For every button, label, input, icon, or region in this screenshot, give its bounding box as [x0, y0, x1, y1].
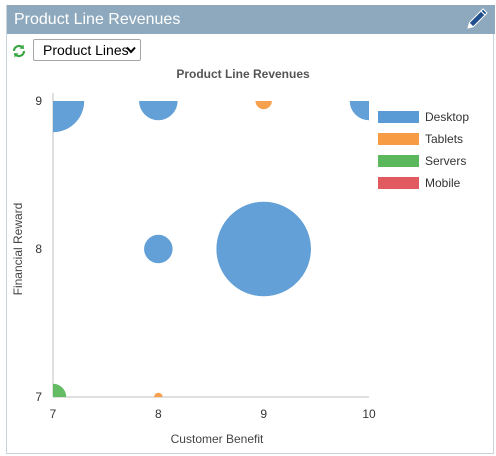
y-tick-label: 7 — [35, 390, 42, 404]
x-tick-label: 8 — [155, 407, 162, 421]
x-tick-label: 10 — [362, 407, 376, 421]
y-tick-label: 9 — [35, 94, 42, 108]
widget-panel: Product Line Revenues Product Lines — [6, 5, 495, 454]
y-axis-label: Financial Reward — [11, 203, 25, 296]
legend-label-tablets: Tablets — [425, 132, 463, 146]
legend-swatch-desktop — [378, 111, 419, 123]
legend-label-desktop: Desktop — [425, 110, 469, 124]
x-axis-label: Customer Benefit — [171, 432, 264, 446]
legend-swatch-servers — [378, 155, 419, 167]
legend-label-mobile: Mobile — [425, 176, 461, 190]
pencil-icon[interactable] — [465, 7, 489, 31]
widget-header: Product Line Revenues — [7, 5, 495, 34]
bubble-desktop — [139, 101, 178, 121]
select-value: Product Lines — [43, 42, 129, 58]
widget-title: Product Line Revenues — [14, 11, 181, 28]
bubble-tablets — [255, 101, 272, 110]
legend-swatch-mobile — [378, 177, 419, 189]
x-tick-label: 7 — [50, 407, 57, 421]
legend-swatch-tablets — [378, 133, 419, 145]
x-tick-label: 9 — [260, 407, 267, 421]
y-tick-label: 8 — [35, 242, 42, 256]
chart-title: Product Line Revenues — [176, 67, 310, 81]
bubble-servers — [53, 383, 67, 397]
bubble-desktop — [144, 234, 173, 264]
bubble-desktop — [349, 101, 369, 121]
legend-label-servers: Servers — [425, 154, 466, 168]
bubble-desktop — [216, 201, 311, 297]
refresh-icon[interactable] — [11, 43, 27, 59]
bubble-tablets — [154, 392, 163, 397]
chevron-down-icon — [126, 46, 136, 54]
bubble-group — [53, 101, 369, 397]
product-lines-select[interactable]: Product Lines — [33, 39, 141, 61]
bubble-desktop — [53, 101, 85, 133]
